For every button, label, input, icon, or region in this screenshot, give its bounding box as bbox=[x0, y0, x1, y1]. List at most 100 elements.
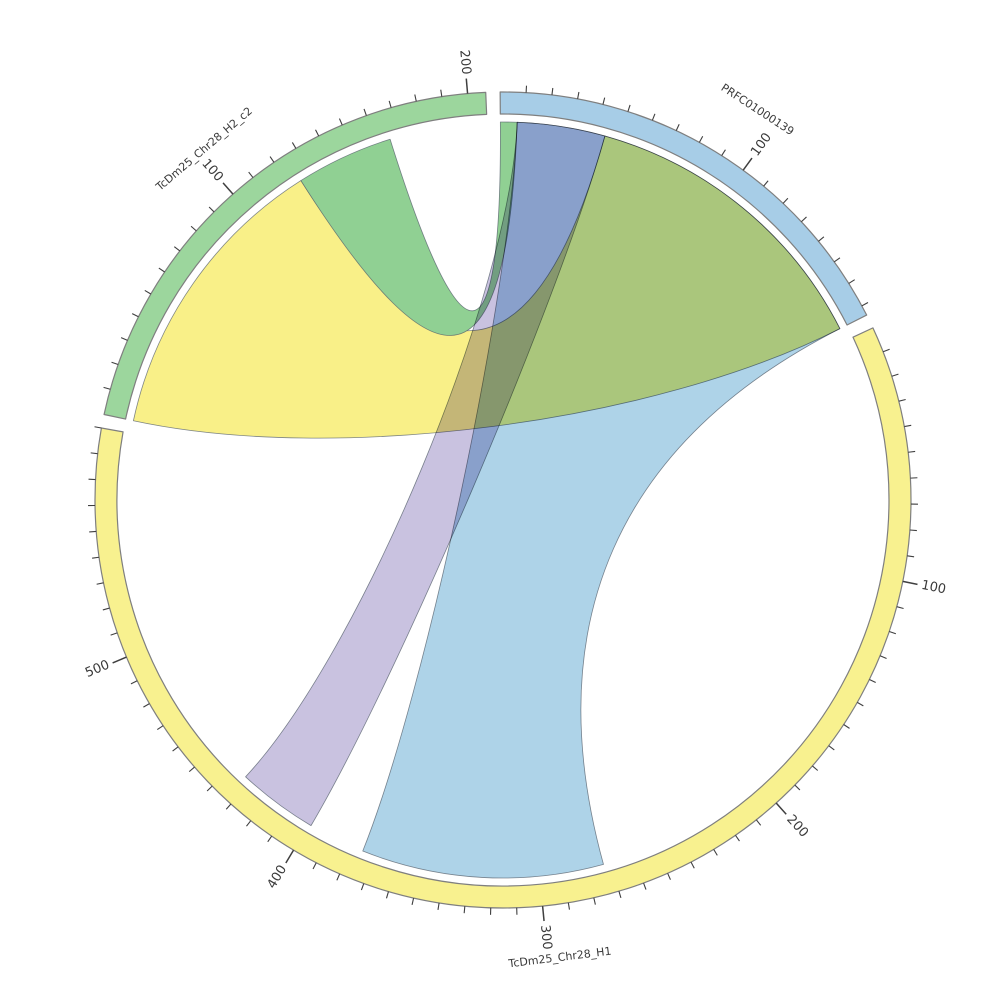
major-tick-h1-500 bbox=[112, 656, 127, 664]
minor-tick-h2c2-70 bbox=[173, 246, 181, 252]
minor-tick-h1-580 bbox=[90, 452, 98, 455]
minor-tick-prfc-110 bbox=[763, 180, 769, 187]
minor-tick-h2c2-120 bbox=[269, 156, 275, 163]
minor-tick-h2c2-40 bbox=[131, 313, 139, 318]
minor-tick-h1-280 bbox=[593, 897, 596, 905]
minor-tick-h1-180 bbox=[812, 765, 819, 771]
minor-tick-prfc-60 bbox=[651, 113, 656, 121]
segment-arc-h1 bbox=[94, 327, 912, 909]
minor-tick-h1-470 bbox=[156, 725, 164, 731]
major-tick-h2c2-200 bbox=[465, 78, 469, 94]
tick-label-h2c2-200: 200 bbox=[456, 49, 473, 75]
minor-tick-h1-330 bbox=[463, 906, 466, 914]
minor-tick-prfc-130 bbox=[801, 216, 807, 223]
major-tick-h1-300 bbox=[541, 905, 545, 922]
minor-tick-prfc-160 bbox=[848, 279, 855, 284]
minor-tick-h1-50 bbox=[908, 450, 916, 453]
ribbon-purple-prfc-to-h1 bbox=[245, 121, 606, 827]
minor-tick-prfc-90 bbox=[721, 149, 726, 156]
tick-label-h1-500: 500 bbox=[83, 658, 112, 681]
minor-tick-h1-270 bbox=[618, 891, 622, 899]
ribbon-green-h2c2-to-prfc bbox=[300, 121, 518, 336]
minor-tick-prfc-150 bbox=[833, 257, 841, 263]
major-tick-h1-200 bbox=[775, 802, 787, 815]
minor-tick-h1-530 bbox=[96, 582, 104, 585]
minor-tick-h1-380 bbox=[336, 873, 341, 881]
minor-tick-h1-160 bbox=[843, 724, 850, 729]
ticks-group bbox=[88, 78, 918, 922]
segment-arc-prfc bbox=[499, 91, 868, 326]
minor-tick-h2c2-130 bbox=[291, 142, 297, 149]
minor-tick-h1-10 bbox=[882, 348, 890, 353]
minor-tick-prfc-50 bbox=[627, 104, 631, 112]
minor-tick-h1-30 bbox=[898, 398, 906, 402]
minor-tick-prfc-20 bbox=[551, 87, 554, 96]
minor-tick-h2c2-170 bbox=[388, 100, 392, 108]
minor-tick-prfc-70 bbox=[675, 124, 680, 131]
minor-tick-h1-390 bbox=[312, 862, 317, 870]
minor-tick-h1-420 bbox=[246, 820, 252, 827]
tick-label-h1-100: 100 bbox=[920, 578, 947, 598]
minor-tick-h1-120 bbox=[889, 630, 897, 635]
minor-tick-h2c2-150 bbox=[338, 118, 343, 126]
major-tick-h1-400 bbox=[285, 849, 295, 864]
minor-tick-h1-190 bbox=[794, 784, 801, 791]
major-tick-h1-100 bbox=[902, 580, 918, 586]
segment-arc-h2c2 bbox=[103, 91, 488, 420]
minor-tick-h1-170 bbox=[828, 745, 835, 751]
minor-tick-h1-80 bbox=[909, 529, 917, 532]
minor-tick-prfc-30 bbox=[577, 91, 580, 99]
minor-tick-prfc-40 bbox=[602, 97, 606, 105]
minor-tick-h1-110 bbox=[896, 606, 904, 610]
minor-tick-h1-410 bbox=[267, 835, 273, 843]
minor-tick-h2c2-80 bbox=[190, 225, 197, 232]
ribbons-group bbox=[133, 121, 841, 879]
minor-tick-h1-460 bbox=[172, 746, 179, 752]
minor-tick-h1-550 bbox=[89, 530, 97, 533]
minor-tick-h1-260 bbox=[643, 882, 647, 890]
minor-tick-h1-20 bbox=[891, 373, 899, 377]
minor-tick-h1-210 bbox=[755, 819, 762, 826]
minor-tick-h1-150 bbox=[856, 701, 864, 707]
minor-tick-h2c2-160 bbox=[363, 108, 367, 116]
minor-tick-h2c2-90 bbox=[208, 206, 215, 213]
minor-tick-h1-370 bbox=[360, 883, 365, 891]
arc-segments-group bbox=[94, 91, 912, 909]
minor-tick-h2c2-30 bbox=[120, 337, 128, 341]
minor-tick-h1-510 bbox=[110, 632, 118, 636]
minor-tick-h2c2-20 bbox=[111, 361, 119, 366]
minor-tick-h1-90 bbox=[907, 555, 915, 558]
minor-tick-prfc-140 bbox=[818, 236, 825, 242]
minor-tick-h2c2-180 bbox=[414, 94, 417, 102]
minor-tick-h2c2-10 bbox=[103, 386, 111, 390]
segment-name-h2c2: TcDm25_Chr28_H2_c2 bbox=[153, 104, 255, 194]
minor-tick-prfc-170 bbox=[861, 302, 869, 307]
minor-tick-h2c2-60 bbox=[158, 267, 165, 273]
minor-tick-prfc-120 bbox=[782, 197, 789, 204]
minor-tick-h1-480 bbox=[143, 703, 150, 708]
minor-tick-h2c2-50 bbox=[144, 289, 152, 295]
segment-name-prfc: PRFC01000139 bbox=[719, 81, 797, 138]
minor-tick-h1-240 bbox=[690, 861, 695, 869]
minor-tick-h1-290 bbox=[567, 902, 571, 910]
minor-tick-h1-130 bbox=[879, 655, 887, 659]
minor-tick-h2c2-190 bbox=[440, 89, 443, 97]
minor-tick-h1-440 bbox=[206, 785, 213, 792]
minor-tick-h2c2-110 bbox=[248, 171, 254, 178]
minor-tick-h1-490 bbox=[130, 680, 138, 685]
minor-tick-h1-340 bbox=[437, 902, 440, 910]
minor-tick-h1-250 bbox=[667, 873, 671, 880]
minor-tick-h1-360 bbox=[385, 891, 389, 899]
minor-tick-h1-430 bbox=[225, 803, 232, 810]
minor-tick-h1-520 bbox=[102, 607, 110, 611]
minor-tick-h1-350 bbox=[411, 897, 415, 906]
tick-label-h1-400: 400 bbox=[265, 863, 291, 892]
minor-tick-h1-220 bbox=[735, 834, 740, 842]
minor-tick-h1-230 bbox=[713, 849, 718, 856]
major-tick-prfc-100 bbox=[742, 157, 753, 171]
minor-tick-h2c2-140 bbox=[315, 129, 320, 137]
minor-tick-h1-590 bbox=[94, 426, 102, 429]
segment-name-h1: TcDm25_Chr28_H1 bbox=[507, 945, 612, 971]
